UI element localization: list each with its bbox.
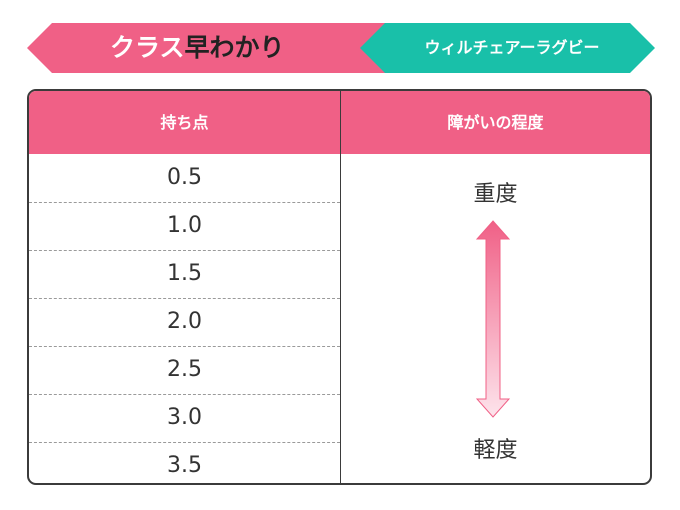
class-table: 持ち点 障がいの程度 0.5 1.0 1.5 2.0 2.5 3.0 3.5 重… — [27, 89, 652, 485]
table-row: 1.5 — [29, 250, 340, 299]
header-banner: クラス早わかり ウィルチェアーラグビー — [0, 0, 680, 80]
table-row: 2.5 — [29, 346, 340, 395]
table-header: 持ち点 障がいの程度 — [29, 91, 650, 154]
table-row: 1.0 — [29, 202, 340, 251]
page-title: クラス早わかり — [110, 28, 285, 68]
sport-name: ウィルチェアーラグビー — [424, 38, 600, 57]
title-suffix: 早わかり — [184, 33, 285, 62]
table-row: 3.5 — [167, 453, 202, 478]
degree-heavy-label: 重度 — [473, 182, 518, 207]
column-header-degree: 障がいの程度 — [447, 113, 544, 132]
table-row: 0.5 — [29, 154, 340, 203]
title-ribbon — [27, 23, 394, 73]
column-divider — [340, 91, 341, 483]
table-row: 3.0 — [29, 394, 340, 443]
double-arrow-icon — [476, 220, 510, 418]
sport-ribbon — [360, 23, 655, 73]
degree-light-label: 軽度 — [473, 438, 518, 463]
table-row: 2.0 — [29, 298, 340, 347]
column-header-points: 持ち点 — [160, 113, 209, 132]
banner-shapes — [27, 23, 655, 73]
title-prefix: クラス — [110, 33, 185, 62]
